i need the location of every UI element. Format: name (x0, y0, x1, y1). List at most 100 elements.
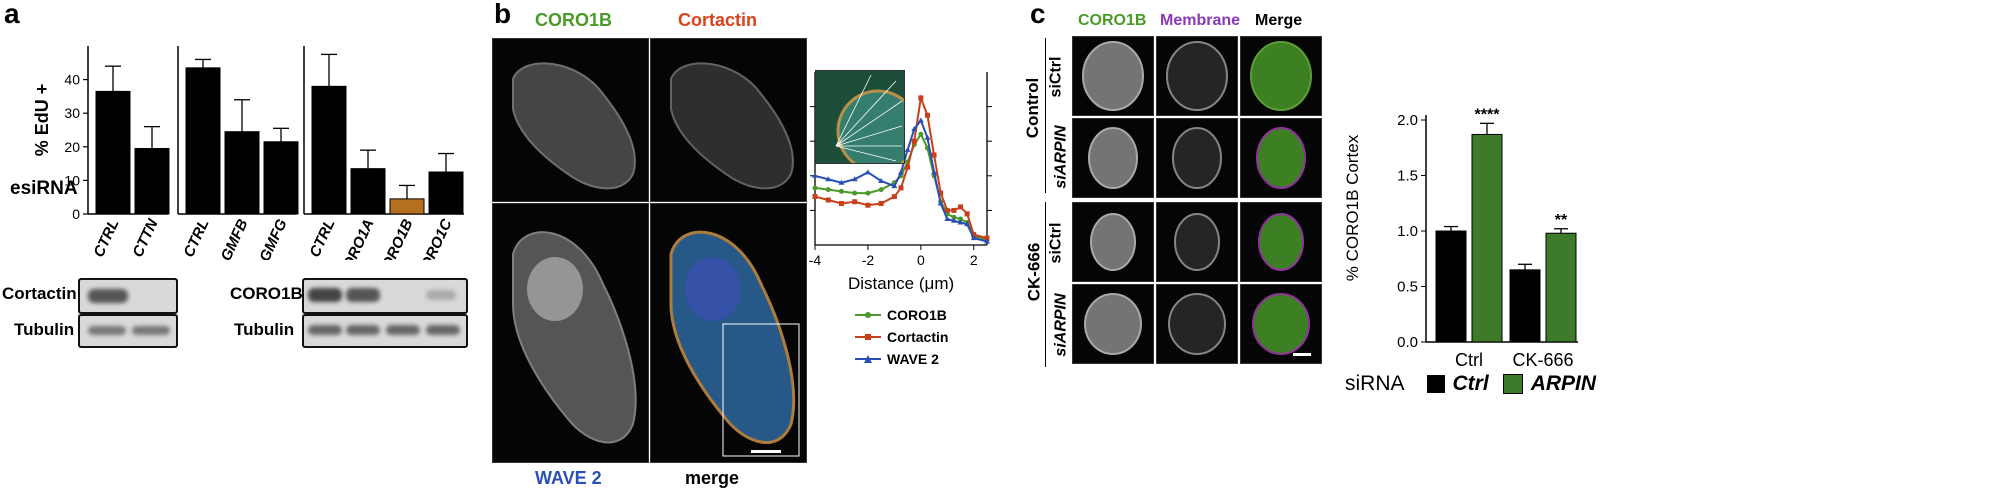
bar-ctrl (311, 85, 347, 215)
x-tick-label-coro1b: CORO1B (374, 216, 417, 260)
footer-wave2: WAVE 2 (535, 468, 602, 488)
legend-swatch-ctrl (1426, 375, 1445, 393)
col-header-membrane: Membrane (1160, 12, 1241, 29)
micrograph-merge (650, 203, 807, 463)
cortex-y-tick-label: 0.5 (1397, 279, 1418, 296)
micrograph-coro1b-row3 (1072, 202, 1154, 282)
micrograph-coro1b-row2 (1072, 118, 1154, 198)
western-blot-cortactin (78, 278, 178, 314)
legend-label-arpin: ARPIN (1530, 372, 1597, 395)
point-cortactin (838, 200, 844, 206)
point-cortactin (865, 202, 871, 208)
cortex-bar-chart: % CORO1B Cortex 0.00.51.01.52.0 ****** C… (1343, 106, 1578, 370)
bar-coro1c (428, 171, 464, 215)
legend-item-coro1b: CORO1B (855, 304, 948, 326)
point-coro1b (852, 190, 858, 196)
point-cortactin (931, 152, 937, 158)
y-tick-label: 0 (72, 206, 80, 222)
bar-ctrl-ctrl (1435, 230, 1467, 343)
bar-arpin-ck-666 (1545, 232, 1577, 343)
point-wave2 (937, 200, 944, 206)
x-tick-label: 0 (917, 252, 925, 268)
row-label-4: siARPIN (1052, 293, 1070, 357)
cortex-y-tick-label: 0.0 (1397, 334, 1418, 351)
micrograph-merge-row2 (1240, 118, 1322, 198)
y-tick-label: 40 (64, 72, 80, 88)
point-wave2 (904, 146, 911, 152)
point-cortactin (905, 164, 911, 170)
point-wave2 (964, 221, 971, 227)
panel-a-letter: a (4, 0, 20, 29)
point-wave2 (924, 134, 931, 140)
cortex-y-tick-label: 2.0 (1397, 112, 1418, 129)
col-header-coro1b: CORO1B (1078, 12, 1147, 29)
x-tick-label-cttn: CTTN (129, 215, 162, 259)
cortex-ylabel: % CORO1B Cortex (1343, 134, 1362, 281)
point-cortactin (924, 112, 930, 118)
western-blot-coro1b (302, 278, 468, 314)
panel-b-letter: b (494, 0, 512, 29)
legend-item-cortactin: Cortactin (855, 326, 948, 348)
cortex-y-tick-label: 1.0 (1397, 223, 1418, 240)
bar-ctrl (185, 67, 221, 215)
legend-title-sirna: siRNA (1345, 372, 1405, 395)
y-tick-label: 30 (64, 105, 80, 121)
point-coro1b (918, 131, 924, 137)
micrograph-cortactin (650, 38, 807, 202)
x-tick-label: -2 (862, 252, 875, 268)
point-wave2 (911, 126, 918, 132)
point-coro1b (878, 187, 884, 193)
x-tick-label-ctrl: CTRL (90, 217, 122, 260)
x-tick-label-coro1a: CORO1A (335, 217, 378, 260)
point-wave2 (864, 169, 871, 175)
point-wave2 (950, 217, 957, 223)
micrograph-merge-row4 (1240, 284, 1322, 364)
point-wave2 (878, 177, 885, 183)
western-blot-tubulin-left (78, 314, 178, 348)
group-label-control: Control (1023, 77, 1043, 139)
bar-gmfb (224, 131, 260, 215)
point-wave2 (838, 179, 845, 185)
point-cortactin (984, 235, 990, 241)
cortex-legend: siRNA Ctrl ARPIN (1345, 372, 1596, 396)
line-profile-xlabel: Distance (μm) (848, 274, 955, 293)
point-wave2 (917, 117, 924, 123)
group-label-ck666: CK-666 (1024, 242, 1044, 302)
point-cortactin (825, 197, 831, 203)
micrograph-membrane-row4 (1156, 284, 1238, 364)
cortex-y-tick-label: 1.5 (1397, 168, 1418, 185)
panel-a-ylabel: % EdU + (32, 84, 52, 157)
point-cortactin (944, 207, 950, 213)
x-tick-label: 2 (970, 252, 978, 268)
bar-gmfg (263, 141, 299, 215)
bar-cttn (134, 147, 170, 215)
line-legend: CORO1B Cortactin WAVE 2 (855, 304, 948, 370)
x-tick-label-coro1c: CORO1C (413, 215, 456, 260)
bar-coro1b (389, 198, 425, 215)
bar-ctrl-ck-666 (1509, 269, 1541, 343)
x-tick-label-gmfb: GMFB (218, 216, 252, 260)
point-wave2 (812, 172, 818, 178)
header-coro1b: CORO1B (535, 10, 613, 30)
bar-arpin-ctrl (1471, 133, 1503, 343)
blot-right-row2-label: Tubulin (234, 320, 295, 339)
point-cortactin (898, 185, 904, 191)
x-tick-label-gmfg: GMFG (256, 216, 291, 260)
point-coro1b (865, 190, 871, 196)
row-label-1: siCtrl (1047, 56, 1065, 98)
point-wave2 (931, 169, 938, 175)
point-cortactin (918, 95, 924, 101)
esirna-label: esiRNA (10, 178, 78, 199)
point-wave2 (825, 176, 832, 182)
x-tick-label: -4 (809, 252, 822, 268)
line-profile-inset (815, 70, 905, 164)
group-bracket (1045, 38, 1046, 193)
blot-left-row2-label: Tubulin (14, 320, 75, 339)
point-cortactin (958, 204, 964, 210)
group-bracket-2 (1045, 202, 1046, 367)
point-wave2 (851, 176, 858, 182)
point-coro1b (838, 188, 844, 194)
legend-label-ctrl: Ctrl (1452, 372, 1489, 395)
significance-marker: **** (1475, 106, 1501, 123)
